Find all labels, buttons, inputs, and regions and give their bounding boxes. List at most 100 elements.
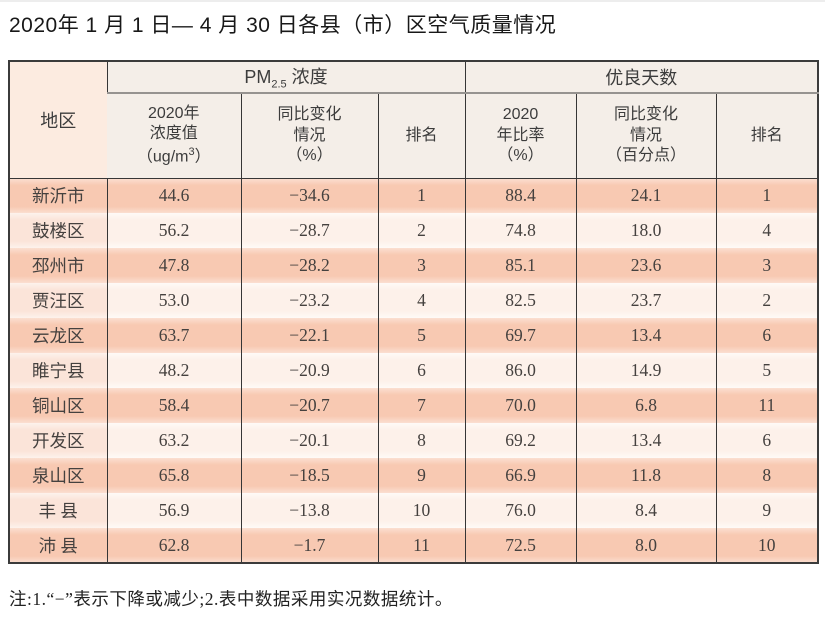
region-cell: 邳州市: [9, 248, 107, 283]
good-rank-cell: 4: [715, 213, 819, 248]
region-cell: 云龙区: [9, 318, 107, 353]
pm-rank-cell: 5: [377, 318, 466, 353]
table-row: 铜山区 58.4 −20.7 7 70.0 6.8 11: [9, 388, 819, 423]
pm-change-cell: −13.8: [240, 493, 378, 528]
pm-change-cell: −20.9: [240, 353, 378, 388]
table-row: 云龙区 63.7 −22.1 5 69.7 13.4 6: [9, 318, 819, 353]
good-ratio-cell: 70.0: [464, 388, 577, 423]
region-cell: 铜山区: [9, 388, 107, 423]
pm-rank-cell: 9: [377, 458, 466, 493]
good-ratio-cell: 74.8: [464, 213, 577, 248]
pm-value-cell: 44.6: [106, 178, 241, 213]
header-good-rank: 排名: [715, 93, 819, 179]
pm-rank-cell: 7: [377, 388, 466, 423]
good-rank-cell: 6: [715, 423, 819, 458]
header-pm-change: 同比变化 情况 （%）: [240, 93, 378, 179]
table-row: 新沂市 44.6 −34.6 1 88.4 24.1 1: [9, 178, 819, 213]
good-change-cell: 6.8: [575, 388, 717, 423]
good-ratio-cell: 69.7: [464, 318, 577, 353]
table-row: 泉山区 65.8 −18.5 9 66.9 11.8 8: [9, 458, 819, 493]
good-ratio-cell: 76.0: [464, 493, 577, 528]
pm-unit-superscript: 3: [188, 145, 195, 158]
good-rank-cell: 2: [715, 283, 819, 318]
header-pm-value-line3: （ug/m3）: [107, 145, 241, 168]
header-good-ratio: 2020 年比率 （%）: [464, 93, 577, 179]
header-good-ratio-line1: 2020: [502, 106, 539, 124]
good-change-cell: 11.8: [575, 458, 717, 493]
good-ratio-cell: 85.1: [464, 248, 577, 283]
pm-rank-cell: 10: [377, 493, 466, 528]
region-cell: 泉山区: [9, 458, 107, 493]
header-good-change-line1: 同比变化: [614, 106, 679, 124]
region-cell: 睢宁县: [9, 353, 107, 388]
good-ratio-cell: 72.5: [464, 528, 577, 563]
header-group-pm25: PM2.5 浓度: [106, 61, 466, 94]
pm-change-cell: −18.5: [240, 458, 378, 493]
region-cell: 丰 县: [9, 493, 107, 528]
air-quality-table: 地区 PM2.5 浓度 优良天数 2020年 浓度值 （ug/m3） 同比变化 …: [8, 60, 820, 564]
footnote: 注:1.“−”表示下降或减少;2.表中数据采用实况数据统计。: [9, 589, 453, 609]
header-good-change-line2: 情况: [630, 126, 663, 144]
region-cell: 开发区: [9, 423, 107, 458]
good-ratio-cell: 82.5: [464, 283, 577, 318]
header-pm-rank: 排名: [377, 93, 466, 179]
pm25-subscript: 2.5: [271, 78, 287, 91]
good-change-cell: 24.1: [575, 178, 717, 213]
pm-value-cell: 56.2: [106, 213, 241, 248]
pm-value-cell: 58.4: [106, 388, 241, 423]
good-rank-cell: 10: [715, 528, 819, 563]
pm-unit-prefix: （ug/m: [136, 148, 189, 166]
table-row: 丰 县 56.9 −13.8 10 76.0 8.4 9: [9, 493, 819, 528]
good-ratio-cell: 69.2: [464, 423, 577, 458]
header-good-ratio-line3: （%）: [497, 146, 544, 164]
good-ratio-cell: 88.4: [464, 178, 577, 213]
good-ratio-cell: 66.9: [464, 458, 577, 493]
good-change-cell: 18.0: [575, 213, 717, 248]
pm-change-cell: −28.7: [240, 213, 378, 248]
pm-rank-cell: 1: [377, 178, 466, 213]
region-cell: 鼓楼区: [9, 213, 107, 248]
good-change-cell: 23.7: [575, 283, 717, 318]
table-row: 睢宁县 48.2 −20.9 6 86.0 14.9 5: [9, 353, 819, 388]
good-rank-cell: 9: [715, 493, 819, 528]
header-good-ratio-line2: 年比率: [496, 126, 545, 144]
page-title: 2020年 1 月 1 日— 4 月 30 日各县（市）区空气质量情况: [9, 14, 557, 37]
header-pm-change-line2: 情况: [293, 126, 326, 144]
good-rank-cell: 6: [715, 318, 819, 353]
header-pm-change-line3: （%）: [286, 146, 333, 164]
header-good-change-line3: （百分点）: [606, 146, 687, 164]
header-pm-value: 2020年 浓度值 （ug/m3）: [107, 93, 241, 179]
pm-rank-cell: 11: [377, 528, 466, 563]
pm-unit-suffix: ）: [194, 148, 211, 166]
pm-change-cell: −20.1: [240, 423, 378, 458]
header-pm-change-line1: 同比变化: [277, 106, 342, 124]
good-rank-cell: 5: [715, 353, 819, 388]
pm-value-cell: 48.2: [106, 353, 241, 388]
top-divider: [0, 0, 825, 2]
pm-value-cell: 63.2: [106, 423, 241, 458]
good-rank-cell: 11: [715, 388, 819, 423]
pm-change-cell: −1.7: [240, 528, 378, 563]
pm-rank-cell: 8: [377, 423, 466, 458]
table-row: 开发区 63.2 −20.1 8 69.2 13.4 6: [9, 423, 819, 458]
header-group-good-days: 优良天数: [464, 61, 819, 94]
pm-rank-cell: 2: [377, 213, 466, 248]
pm-value-cell: 53.0: [106, 283, 241, 318]
table-row: 沛 县 62.8 −1.7 11 72.5 8.0 10: [9, 528, 819, 563]
group-header-row: 地区 PM2.5 浓度 优良天数: [9, 61, 819, 179]
good-rank-cell: 1: [715, 178, 819, 213]
header-good-change: 同比变化 情况 （百分点）: [575, 93, 717, 179]
pm-change-cell: −23.2: [240, 283, 378, 318]
good-change-cell: 13.4: [575, 318, 717, 353]
table-row: 贾汪区 53.0 −23.2 4 82.5 23.7 2: [9, 283, 819, 318]
pm-value-cell: 63.7: [106, 318, 241, 353]
region-cell: 新沂市: [9, 178, 107, 213]
pm-change-cell: −22.1: [240, 318, 378, 353]
good-rank-cell: 8: [715, 458, 819, 493]
good-change-cell: 8.0: [575, 528, 717, 563]
table-row: 鼓楼区 56.2 −28.7 2 74.8 18.0 4: [9, 213, 819, 248]
good-change-cell: 8.4: [575, 493, 717, 528]
good-ratio-cell: 86.0: [464, 353, 577, 388]
pm-value-cell: 62.8: [106, 528, 241, 563]
